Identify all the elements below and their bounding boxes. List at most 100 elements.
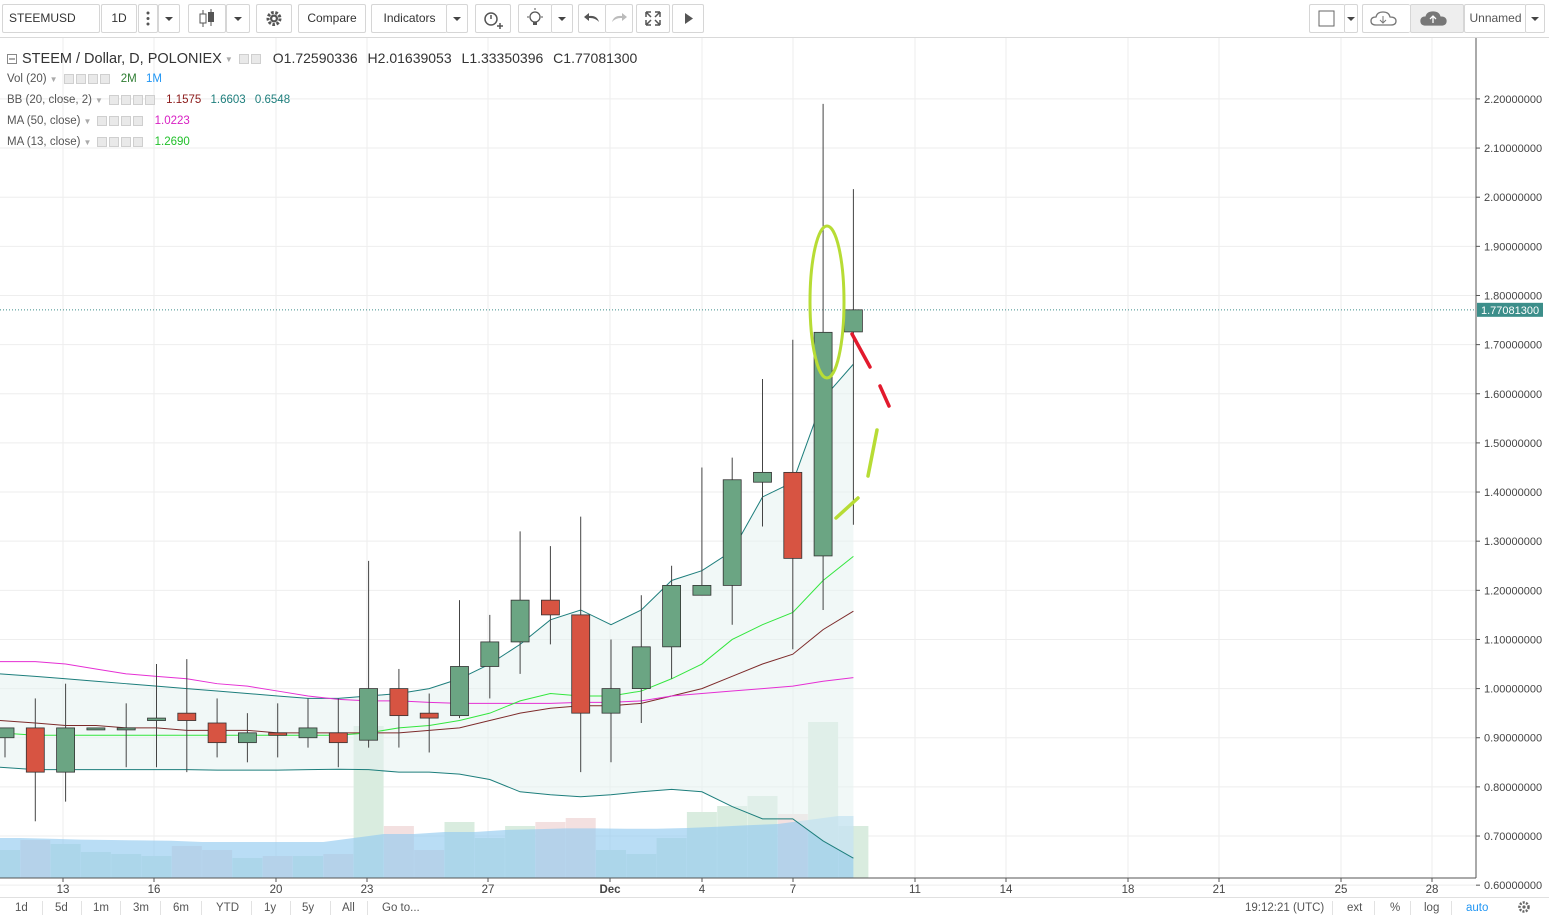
range-5d[interactable]: 5d [55, 902, 68, 914]
candle-body [783, 471, 803, 559]
gear-icon[interactable] [250, 54, 261, 65]
layout-dropdown-icon[interactable] [1344, 4, 1358, 33]
range-1y[interactable]: 1y [264, 902, 277, 914]
range-1d[interactable]: 1d [15, 902, 28, 914]
cloud-download-icon[interactable] [1362, 4, 1410, 33]
ideas-lightbulb-icon[interactable] [518, 4, 552, 33]
price-tick-label: 1.70000000 [1484, 340, 1542, 352]
gear-icon[interactable] [120, 94, 131, 105]
auto-toggle[interactable]: auto [1466, 902, 1489, 914]
series-title: STEEM / Dollar, D, POLONIEX [22, 51, 222, 67]
plus-icon[interactable] [87, 73, 98, 84]
candle [631, 595, 651, 723]
candle [813, 103, 833, 610]
gear-icon[interactable] [75, 73, 86, 84]
time-tick-label: 28 [1426, 884, 1439, 896]
ma50-name: MA (50, close) [7, 115, 81, 128]
range-5y[interactable]: 5y [302, 902, 315, 914]
plus-icon[interactable] [121, 115, 132, 126]
top-toolbar: STEEMUSD 1D Compare Indicators [0, 0, 1549, 38]
plus-icon[interactable] [121, 136, 132, 147]
series-menu-chevron-icon[interactable]: ▼ [224, 54, 233, 64]
close-icon[interactable] [133, 136, 144, 147]
candle-body [56, 727, 75, 773]
green-dash-2 [834, 496, 860, 520]
candle-body [237, 732, 257, 744]
chart-style-dropdown-icon[interactable] [226, 4, 250, 33]
candle-body [389, 688, 409, 717]
gear-icon[interactable] [109, 115, 120, 126]
bb-menu-chevron-icon[interactable]: ▼ [95, 95, 103, 105]
ext-toggle[interactable]: ext [1347, 902, 1363, 914]
price-tick-label: 1.50000000 [1484, 438, 1542, 450]
candle-body [359, 688, 379, 741]
eye-icon[interactable] [97, 136, 108, 147]
bb-legend[interactable]: BB (20, close, 2) ▼ 1.1575 1.6603 0.6548 [7, 94, 290, 106]
candle-body [25, 727, 45, 773]
candle [510, 531, 530, 674]
layout-square-icon[interactable] [1309, 4, 1345, 33]
alert-clock-icon[interactable] [475, 4, 511, 33]
green-dash-1 [866, 428, 879, 478]
price-chart[interactable]: 0.60000000 0.70000000 0.80000000 0.90000000… [0, 38, 1549, 897]
ma50-menu-chevron-icon[interactable]: ▼ [83, 116, 92, 126]
volume-legend[interactable]: Vol (20) ▼ 2M 1M [7, 73, 162, 85]
time-tick-label: 21 [1213, 884, 1226, 896]
log-toggle[interactable]: log [1424, 902, 1440, 914]
candle-body [298, 727, 318, 739]
layout-name-dropdown-icon[interactable] [1525, 4, 1545, 33]
range-6m[interactable]: 6m [173, 902, 189, 914]
eye-icon[interactable] [108, 94, 119, 105]
interval-more-icon[interactable] [138, 4, 158, 33]
clock-time[interactable]: 19:12:21 (UTC) [1245, 902, 1325, 914]
candle [237, 713, 257, 763]
settings-gear-icon[interactable] [256, 4, 292, 33]
symbol-input[interactable]: STEEMUSD [2, 4, 100, 33]
close-icon[interactable] [133, 115, 144, 126]
plus-icon[interactable] [132, 94, 143, 105]
range-1m[interactable]: 1m [93, 902, 109, 914]
undo-icon[interactable] [578, 4, 606, 33]
replay-play-icon[interactable] [672, 4, 704, 33]
candle [450, 600, 469, 719]
redo-icon[interactable] [605, 4, 633, 33]
close-icon[interactable] [144, 94, 155, 105]
candle-body [86, 727, 106, 731]
price-tick-label: 2.10000000 [1484, 143, 1542, 155]
ma50-legend[interactable]: MA (50, close) ▼ 1.0223 [7, 115, 190, 127]
range-3m[interactable]: 3m [133, 902, 149, 914]
time-tick-label: 25 [1335, 884, 1348, 896]
percent-toggle[interactable]: % [1390, 902, 1401, 914]
cloud-upload-icon[interactable] [1410, 4, 1464, 33]
price-tick-label: 2.20000000 [1484, 94, 1542, 106]
candle-body [450, 666, 469, 717]
eye-icon[interactable] [63, 73, 74, 84]
gear-icon[interactable] [109, 136, 120, 147]
compare-button[interactable]: Compare [298, 4, 366, 33]
bb-name: BB (20, close, 2) [7, 94, 93, 107]
ma13-legend[interactable]: MA (13, close) ▼ 1.2690 [7, 136, 190, 148]
bb-basis-value: 1.1575 [166, 94, 202, 107]
close-icon[interactable] [99, 73, 110, 84]
range-ytd[interactable]: YTD [216, 902, 239, 914]
range-all[interactable]: All [342, 902, 355, 914]
drawing-annotations [808, 224, 891, 520]
red-dash-2 [878, 384, 891, 408]
price-tick-label: 0.90000000 [1484, 733, 1542, 745]
indicators-dropdown-icon[interactable] [446, 4, 468, 33]
layout-name-label[interactable]: Unnamed [1464, 4, 1526, 33]
eye-icon[interactable] [238, 54, 249, 65]
interval-button[interactable]: 1D [101, 4, 137, 33]
settings-gear-icon[interactable] [1517, 900, 1531, 919]
interval-dropdown-icon[interactable] [158, 4, 180, 33]
fullscreen-icon[interactable] [636, 4, 670, 33]
eye-icon[interactable] [97, 115, 108, 126]
candlestick-style-icon[interactable] [188, 4, 226, 33]
series-tools-icons[interactable] [238, 51, 263, 67]
goto-button[interactable]: Go to... [382, 902, 420, 914]
ma13-menu-chevron-icon[interactable]: ▼ [83, 137, 92, 147]
volume-menu-chevron-icon[interactable]: ▼ [49, 74, 58, 84]
ideas-dropdown-icon[interactable] [551, 4, 573, 33]
collapse-legend-icon[interactable] [7, 54, 17, 65]
indicators-button[interactable]: Indicators [371, 4, 447, 33]
